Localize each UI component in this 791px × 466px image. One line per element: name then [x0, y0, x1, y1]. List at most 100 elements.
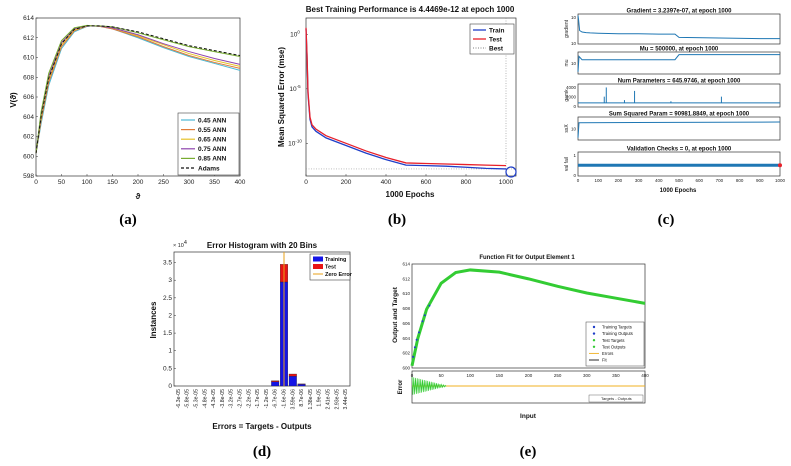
panel-e-legend-swatch: [592, 339, 596, 342]
panel-d-xtick-label: 1.38e-05: [308, 389, 314, 410]
panel-d-xtick-label: 2.93e-05: [334, 389, 340, 410]
panel-c-xtick-label: 1000: [775, 178, 786, 183]
panel-d-legend-label: Zero Error: [325, 272, 353, 278]
panel-d-caption: (d): [253, 444, 271, 460]
panel-a-xtick-label: 200: [133, 179, 144, 186]
panel-b-title: Best Training Performance is 4.4469e-12 …: [306, 5, 515, 14]
panel-d-xtick-label: -5.3e-05: [194, 389, 200, 408]
panel-c-subplot-2: Mu = 500000, at epoch 1000 mu 10: [564, 47, 781, 75]
panel-d-ylabel: Instances: [149, 301, 158, 338]
panel-b-ytick-label: 100: [290, 29, 300, 38]
panel-c-gradient-line: [577, 15, 780, 40]
panel-e-ytick-label: 606: [402, 321, 410, 326]
panel-c-subplot-area: [577, 116, 781, 141]
panel-e-ytick-label: 610: [402, 291, 410, 296]
panel-b-ytick-label: 10-5: [289, 84, 301, 93]
panel-c-subplot-area: [577, 51, 781, 75]
panel-a-xtick-label: 150: [107, 179, 118, 186]
panel-d-xtick-label: 2.41e-05: [326, 389, 332, 410]
panel-e-legend-label: Training Outputs: [602, 331, 633, 336]
panel-a-ytick-label: 604: [23, 114, 34, 121]
panel-e-legend-swatch: [592, 332, 596, 335]
panel-e-legend-swatch: [592, 325, 596, 329]
panel-c-subplot-1: Gradient = 3.2397e-07, at epoch 1000 grad…: [564, 9, 781, 46]
panel-d-ytick-label: 1.5: [163, 330, 172, 337]
panel-b-ylabel: Mean Squared Error (mse): [277, 47, 286, 147]
panel-c-subplot-ytick: 0: [573, 104, 576, 109]
panel-e-series: [410, 268, 646, 395]
panel-e-xtick-label: 150: [496, 373, 504, 378]
panel-d-bars: [271, 252, 306, 387]
panel-e-training-point: [423, 314, 426, 317]
panel-b-caption: (b): [388, 212, 406, 228]
panel-c-subplot-area: [577, 13, 781, 45]
panel-c-subplot-title: Validation Checks = 0, at epoch 1000: [627, 147, 732, 153]
panel-d-ytick-label: 2: [168, 312, 172, 319]
panel-e-xtick-label: 50: [439, 373, 445, 378]
panel-c-xlabel: 1000 Epochs: [660, 188, 697, 194]
panel-e-ytick-label: 612: [402, 276, 410, 281]
panel-a-xtick-label: 350: [209, 179, 220, 186]
panel-b-best-marker: [505, 166, 517, 178]
panel-d-bar-training: [271, 381, 280, 387]
panel-e-xlabel: Input: [520, 413, 537, 420]
panel-b-xtick-label: 800: [461, 179, 472, 186]
panel-a-ticks: 0 50 100 150 200 250 300 350 400 598 600 602 604 606 6…: [23, 15, 246, 186]
panel-b-legend-label: Train: [489, 27, 505, 34]
panel-c: Gradient = 3.2397e-07, at epoch 1000 grad…: [564, 9, 786, 229]
panel-a-series: [35, 24, 241, 154]
panel-d-xtick-label: -6.3e-05: [176, 389, 182, 408]
panel-c-xtick-label: 100: [594, 178, 602, 183]
panel-d-xtick-label: -6.7e-06: [273, 389, 279, 408]
panel-a-legend-label: 0.65 ANN: [198, 137, 227, 144]
panel-d-xtick-label: 8.7e-06: [299, 389, 305, 407]
panel-e-error-legend-label: Targets - Outputs: [601, 396, 632, 401]
panel-d-xtick-label: -3.8e-05: [220, 389, 226, 408]
panel-c-subplot-title: Mu = 500000, at epoch 1000: [640, 47, 719, 53]
panel-b-ticks: 0 200 400 600 800 1000 100 10-5 10-10: [288, 29, 513, 186]
panel-a-ytick-label: 600: [23, 153, 34, 160]
panel-e-error-ylabel: Error: [398, 379, 404, 394]
panel-d-xlabel: Errors = Targets - Outputs: [212, 422, 312, 431]
panel-d-xtick-label: -2.2e-05: [246, 389, 252, 408]
panel-d-multiplier: × 104: [173, 240, 187, 249]
panel-a-series-adams: [35, 25, 241, 154]
panel-a-series-0.85-ann: [35, 24, 241, 154]
panel-b-legend-label: Test: [489, 36, 503, 43]
panel-b-ytick-label: 10-10: [288, 138, 302, 147]
panel-d-legend-label: Training: [325, 257, 346, 263]
panel-e-ytick-label: 614: [402, 262, 410, 267]
panel-c-subplot-ytick: 1: [573, 153, 576, 158]
panel-d-xtick-label: -5.8e-05: [185, 389, 191, 408]
panel-e-ytick-label: 604: [402, 336, 410, 341]
panel-a-xtick-label: 50: [58, 179, 66, 186]
panel-d-xtick-label: 1.9e-05: [317, 389, 323, 407]
panel-c-subplot-ytick: 2000: [566, 95, 577, 100]
panel-e-xtick-label: 300: [583, 373, 591, 378]
panel-e-caption: (e): [520, 444, 537, 460]
panel-c-subplot-3: Num Parameters = 645.9746, at epoch 1000…: [564, 79, 781, 109]
panel-d-ytick-label: 3.5: [163, 260, 172, 267]
panel-e-legend-label: Errors: [602, 351, 613, 356]
panel-b-xtick-label: 0: [304, 179, 308, 186]
panel-b-xtick-label: 600: [421, 179, 432, 186]
panel-d-xtick-label: 3.44e-05: [343, 389, 349, 410]
panel-d-legend-swatch: [313, 264, 323, 269]
panel-b-xtick-label: 1000: [499, 179, 514, 186]
panel-d-xtick-label: -1.6e-06: [282, 389, 288, 408]
panel-d-legend-swatch: [313, 256, 323, 262]
panel-a-ylabel: V(ϑ): [9, 92, 18, 108]
panel-a-ytick-label: 598: [23, 173, 34, 180]
panel-c-subplot-5: Validation Checks = 0, at epoch 1000 val …: [564, 147, 786, 184]
panel-c-xtick-label: 700: [716, 178, 724, 183]
panel-c-xtick-label: 800: [736, 178, 744, 183]
panel-e-training-point: [428, 304, 431, 307]
panel-a-ytick-label: 608: [23, 74, 34, 81]
panel-a-caption: (a): [119, 212, 137, 228]
panel-e-ticks: 600 602 604 606 608 610 612 614 0 50 100 150 200 250 3…: [402, 262, 649, 379]
panel-c-subplot-title: Gradient = 3.2397e-07, at epoch 1000: [627, 9, 733, 15]
panel-b-series-test: [305, 27, 507, 167]
panel-c-subplot-ytick: 10: [571, 61, 577, 66]
panel-a-xtick-label: 300: [184, 179, 195, 186]
panel-a-legend: 0.45 ANN 0.55 ANN 0.65 ANN 0.75 ANN 0.85 ANN…: [177, 112, 240, 176]
